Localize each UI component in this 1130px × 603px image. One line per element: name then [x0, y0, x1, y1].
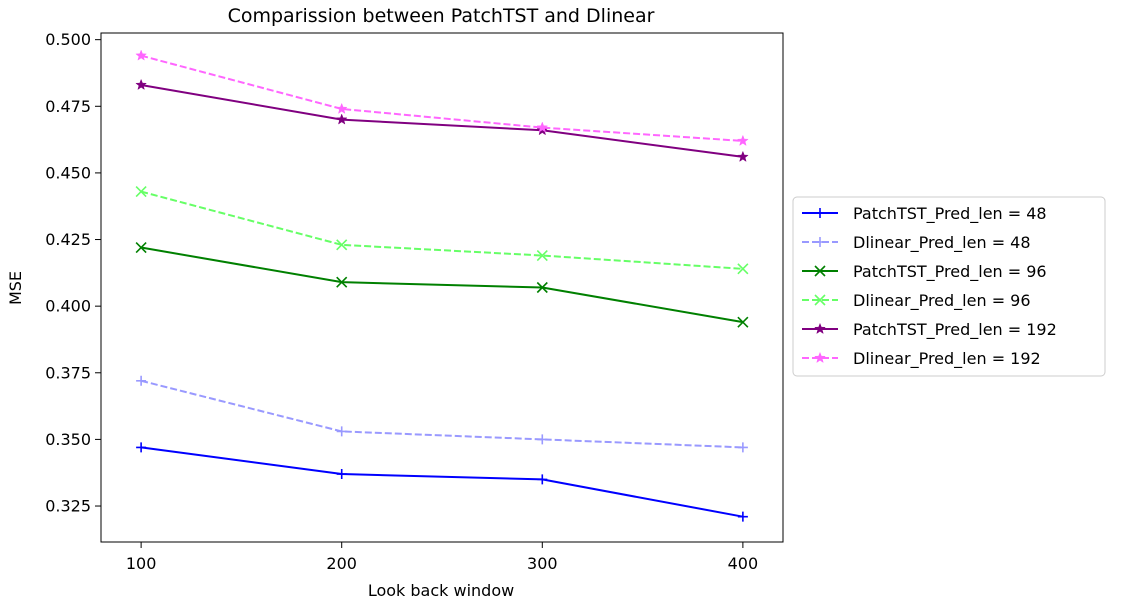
y-tick-label: 0.350: [45, 430, 91, 449]
data-point: [537, 434, 548, 445]
legend-entry: PatchTST_Pred_len = 192: [802, 320, 1057, 340]
data-point: [536, 249, 548, 262]
legend-entry: Dlinear_Pred_len = 48: [802, 233, 1031, 253]
y-axis: 0.325 0.350 0.375 0.400 0.425 0.450 0.475 0.500: [45, 30, 101, 516]
legend-marker: [814, 265, 826, 277]
legend-entry: PatchTST_Pred_len = 96: [802, 262, 1047, 282]
data-point: [736, 150, 749, 162]
data-point: [335, 102, 348, 114]
data-point: [737, 442, 748, 453]
series-line: [140, 54, 743, 142]
x-tick-label: 200: [326, 554, 357, 573]
y-tick-label: 0.475: [45, 97, 91, 116]
data-point: [737, 263, 749, 275]
legend-marker: [814, 322, 826, 335]
y-tick-label: 0.500: [45, 30, 91, 49]
data-point: [536, 121, 549, 133]
plot-frame: [100, 32, 784, 543]
legend-marker: [815, 237, 825, 247]
legend-label: PatchTST_Pred_len = 192: [853, 320, 1057, 340]
series-3: [135, 241, 749, 328]
legend-entry: Dlinear_Pred_len = 96: [802, 291, 1031, 311]
x-axis-label: Look back window: [368, 581, 514, 600]
data-point: [135, 241, 147, 254]
data-point: [136, 442, 147, 453]
series-4: [135, 185, 749, 275]
data-point: [336, 469, 347, 480]
data-point: [736, 134, 749, 146]
x-axis: 100 200 300 400: [126, 542, 758, 573]
series-line: [140, 446, 744, 518]
y-tick-label: 0.450: [45, 163, 91, 182]
data-point: [135, 185, 147, 198]
data-point: [135, 49, 148, 61]
data-point: [335, 113, 348, 125]
legend-label: Dlinear_Pred_len = 96: [853, 291, 1031, 311]
legend-label: Dlinear_Pred_len = 192: [853, 349, 1041, 369]
data-point: [536, 281, 548, 294]
series-5: [135, 78, 749, 162]
data-point: [737, 511, 748, 522]
legend-entry: Dlinear_Pred_len = 192: [802, 349, 1041, 369]
data-point: [136, 375, 147, 386]
legend-label: PatchTST_Pred_len = 48: [853, 204, 1047, 224]
legend-marker: [814, 351, 826, 364]
series-line: [140, 190, 743, 270]
y-tick-label: 0.325: [45, 497, 91, 516]
x-tick-label: 400: [728, 554, 759, 573]
data-point: [737, 316, 749, 328]
legend-marker: [815, 208, 825, 218]
y-tick-label: 0.425: [45, 230, 91, 249]
legend-marker: [814, 294, 826, 306]
legend: PatchTST_Pred_len = 48 Dlinear_Pred_len =…: [792, 196, 1106, 377]
data-point: [336, 276, 348, 288]
series-line: [140, 246, 744, 324]
series-1: [136, 442, 748, 522]
y-axis-label: MSE: [6, 271, 25, 305]
x-tick-label: 100: [126, 554, 157, 573]
legend-entry: PatchTST_Pred_len = 48: [802, 204, 1047, 224]
series-line: [140, 379, 743, 449]
series-6: [135, 49, 749, 146]
data-point: [336, 239, 348, 251]
series-line: [140, 83, 744, 158]
y-tick-label: 0.400: [45, 297, 91, 316]
legend-label: Dlinear_Pred_len = 48: [853, 233, 1031, 253]
data-point: [135, 78, 148, 91]
data-point: [336, 426, 347, 437]
series-2: [136, 375, 748, 453]
series-layer: [135, 49, 749, 522]
data-point: [537, 474, 548, 485]
chart-title: Comparission between PatchTST and Dlinea…: [228, 5, 655, 27]
x-tick-label: 300: [527, 554, 558, 573]
legend-box: [792, 196, 1106, 377]
legend-label: PatchTST_Pred_len = 96: [853, 262, 1047, 282]
y-tick-label: 0.375: [45, 363, 91, 382]
